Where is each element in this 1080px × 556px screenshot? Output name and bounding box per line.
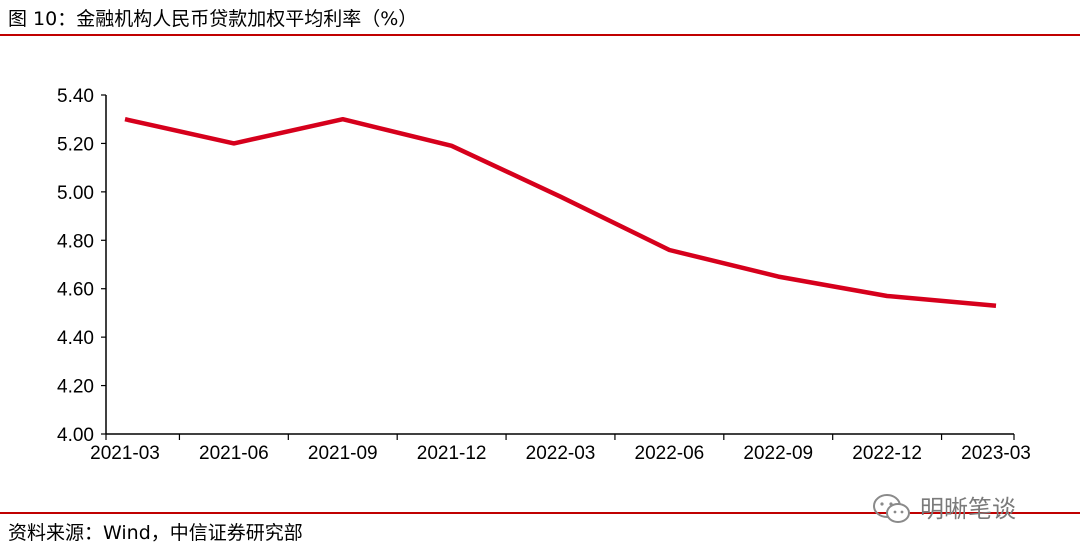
watermark-text: 明晰笔谈 [920, 495, 1016, 523]
y-tick-label: 5.00 [57, 183, 94, 204]
source-note: 资料来源：Wind，中信证券研究部 [8, 522, 303, 544]
series-line [124, 116, 997, 308]
source-divider [0, 512, 1080, 514]
line-chart: 4.00 4.20 4.40 4.60 4.80 5.00 5.20 5.40 2021-03… [57, 86, 1031, 464]
wechat-icon [873, 494, 910, 523]
x-tick-label: 2022-06 [635, 443, 705, 464]
series-group [124, 116, 997, 308]
y-tick-label: 4.00 [57, 425, 94, 446]
y-tick-label: 5.20 [57, 134, 94, 155]
title-divider [0, 34, 1080, 36]
x-tick-label: 2022-03 [526, 443, 596, 464]
y-tick-label: 4.40 [57, 328, 94, 349]
chart-title: 图 10：金融机构人民币贷款加权平均利率（%） [8, 8, 418, 30]
x-tick-label: 2021-12 [417, 443, 487, 464]
x-tick-label: 2022-09 [743, 443, 813, 464]
y-tick-label: 4.80 [57, 231, 94, 252]
x-tick-label: 2021-03 [90, 443, 160, 464]
x-tick-label: 2022-12 [852, 443, 922, 464]
y-tick-label: 5.40 [57, 86, 94, 107]
x-tick-label: 2023-03 [961, 443, 1031, 464]
y-tick-label: 4.60 [57, 280, 94, 301]
x-tick-label: 2021-06 [199, 443, 269, 464]
x-axis: 2021-03 2021-06 2021-09 2021-12 2022-03 2022-… [90, 433, 1031, 464]
y-axis: 4.00 4.20 4.40 4.60 4.80 5.00 5.20 5.40 [57, 86, 107, 446]
x-tick-label: 2021-09 [308, 443, 378, 464]
y-tick-label: 4.20 [57, 377, 94, 398]
watermark: 明晰笔谈 [872, 490, 1062, 530]
